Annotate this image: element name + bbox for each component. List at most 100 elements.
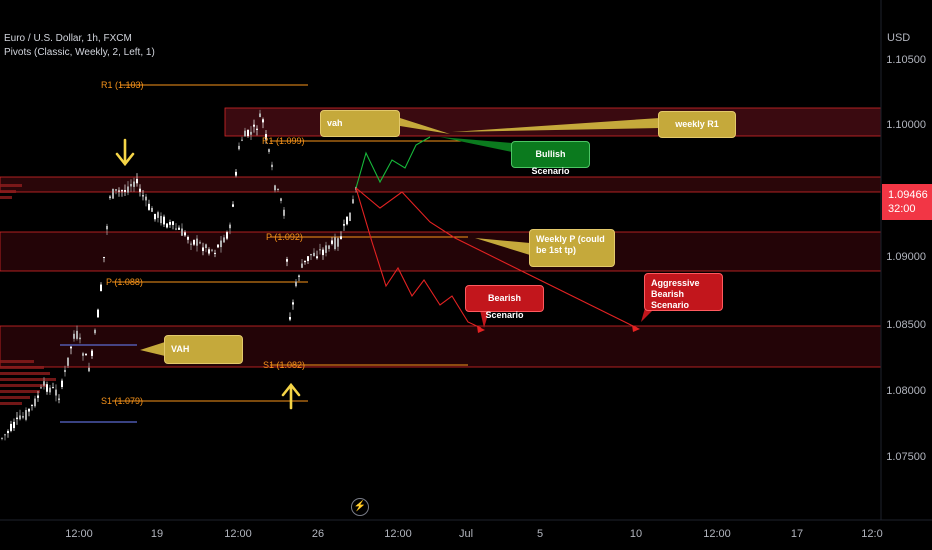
candle-body — [121, 190, 123, 192]
candle-body — [109, 196, 111, 198]
callout-aggressive-line2: Bearish Scenario — [651, 289, 690, 310]
candle-body — [16, 417, 18, 420]
candle-body — [277, 188, 279, 190]
candle-body — [166, 223, 168, 228]
candle-body — [190, 243, 192, 245]
indicator-title[interactable]: Pivots (Classic, Weekly, 2, Left, 1) — [4, 47, 155, 58]
candle-body — [115, 189, 117, 191]
callout-weekly-p[interactable]: Weekly P (could be 1st tp) — [529, 229, 615, 267]
current-price-badge: 1.09466 32:00 — [882, 184, 932, 220]
candle-body — [154, 213, 156, 220]
arrow-up-icon — [281, 382, 301, 410]
candle-body — [334, 237, 336, 250]
candle-body — [100, 284, 102, 291]
candle-body — [232, 204, 234, 207]
callout-vah-left[interactable]: VAH — [164, 335, 243, 364]
candle-body — [4, 434, 6, 436]
candle-body — [163, 216, 165, 225]
symbol-title[interactable]: Euro / U.S. Dollar, 1h, FXCM — [4, 33, 132, 44]
time-tick: 12:00 — [703, 528, 731, 540]
callout-pointers — [140, 118, 660, 356]
candle-body — [157, 212, 159, 218]
candle-body — [316, 256, 318, 259]
candle-body — [79, 337, 81, 340]
volume-profile — [0, 184, 56, 405]
candle-body — [265, 134, 267, 140]
pivot-label-p: P (1.092) — [266, 232, 303, 242]
lightning-icon[interactable]: ⚡ — [351, 498, 369, 516]
time-tick: 19 — [150, 528, 164, 540]
candle-body — [1, 437, 3, 439]
candle-body — [346, 216, 348, 225]
candle-body — [187, 236, 189, 240]
candle-body — [19, 415, 21, 420]
price-candles — [1, 109, 357, 441]
candle-body — [268, 149, 270, 152]
candle-body — [46, 384, 48, 392]
candle-body — [244, 130, 246, 137]
candle-body — [175, 228, 177, 230]
candle-body — [295, 281, 297, 287]
candle-body — [301, 263, 303, 268]
candle-body — [286, 259, 288, 262]
candle-body — [139, 188, 141, 192]
candle-body — [70, 346, 72, 349]
callout-bullish-scenario[interactable]: Bullish Scenario — [511, 141, 590, 176]
candle-body — [184, 232, 186, 236]
candle-body — [13, 421, 15, 429]
candle-body — [289, 317, 291, 320]
candle-body — [193, 239, 195, 245]
candle-body — [259, 113, 261, 118]
candle-body — [310, 253, 312, 256]
candle-body — [220, 240, 222, 248]
candle-body — [49, 387, 51, 393]
candle-body — [82, 353, 84, 356]
candle-body — [250, 131, 252, 135]
candle-body — [67, 357, 69, 366]
candle-body — [241, 139, 243, 141]
resistance-zones — [0, 107, 882, 368]
time-tick: 5 — [536, 528, 544, 540]
candle-body — [34, 398, 36, 407]
candle-body — [343, 224, 345, 226]
candle-body — [235, 171, 237, 176]
candle-body — [178, 227, 180, 230]
candle-body — [202, 247, 204, 252]
candle-body — [31, 404, 33, 406]
candle-body — [61, 380, 63, 387]
candle-body — [106, 225, 108, 230]
time-tick: 12:00 — [384, 528, 412, 540]
candle-body — [94, 329, 96, 334]
time-tick: 10 — [629, 528, 643, 540]
price-tick: 1.07500 — [886, 451, 926, 463]
candle-body — [22, 416, 24, 418]
callout-vah[interactable]: vah — [320, 110, 400, 137]
candle-body — [85, 353, 87, 356]
candle-body — [76, 330, 78, 339]
candle-body — [127, 186, 129, 193]
arrow-down-icon — [115, 138, 135, 167]
aggressive-arrowhead — [632, 325, 640, 332]
candle-body — [325, 245, 327, 253]
candle-body — [217, 244, 219, 248]
candle-body — [292, 302, 294, 305]
time-tick: 12:0 — [861, 528, 883, 540]
callout-bearish-scenario[interactable]: Bearish Scenario — [465, 285, 544, 320]
candle-body — [97, 309, 99, 318]
time-tick: 12:00 — [224, 528, 252, 540]
candle-body — [205, 244, 207, 249]
candle-body — [124, 189, 126, 192]
candle-body — [55, 389, 57, 396]
current-price: 1.09466 — [888, 189, 928, 201]
candle-body — [331, 240, 333, 244]
pivot-label-s1: S1 (1.079) — [101, 396, 144, 406]
callout-weekly-r1[interactable]: weekly R1 — [658, 111, 736, 138]
candle-body — [52, 387, 54, 389]
candle-body — [208, 249, 210, 254]
candle-body — [7, 430, 9, 434]
callout-aggressive-bearish[interactable]: Aggressive Bearish Scenario — [644, 273, 723, 311]
candle-body — [352, 199, 354, 204]
candle-body — [226, 232, 228, 239]
candle-body — [160, 215, 162, 224]
